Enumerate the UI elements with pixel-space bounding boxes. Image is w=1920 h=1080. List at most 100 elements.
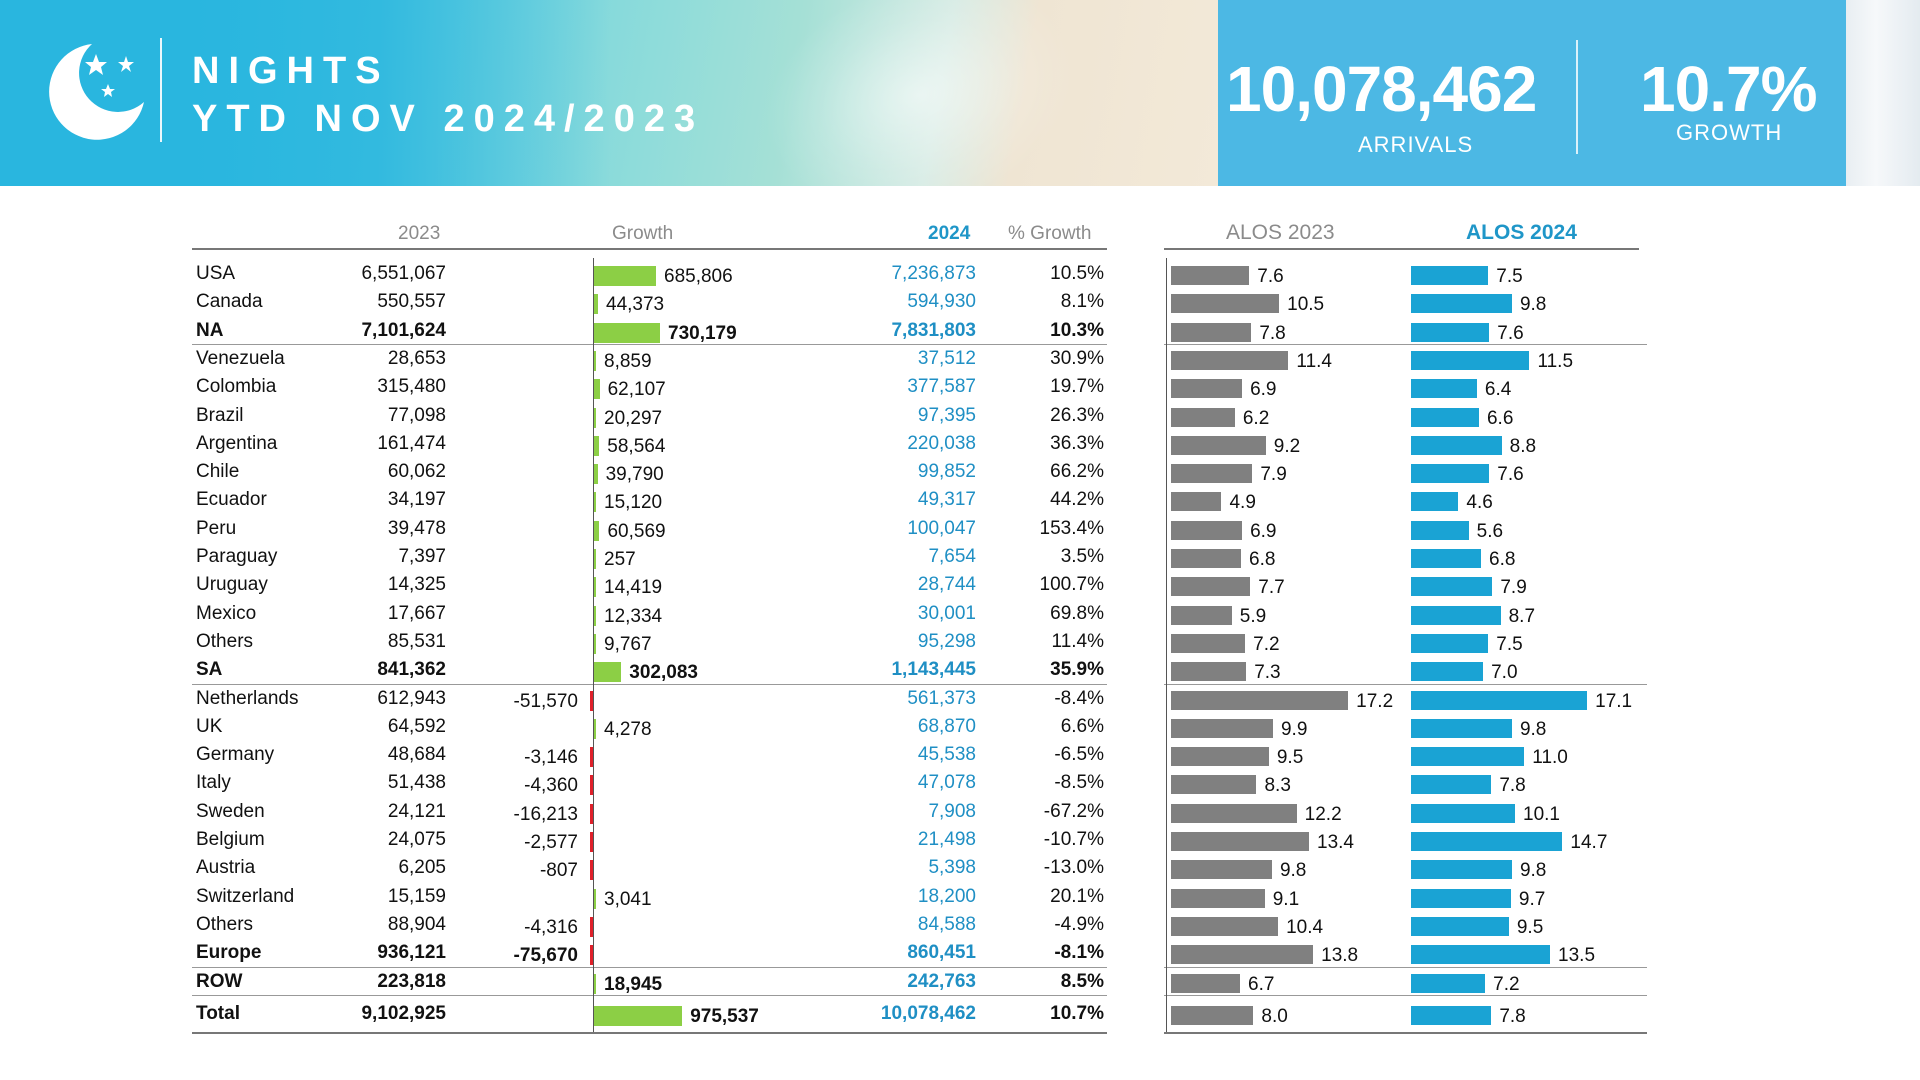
value-2024: 7,831,803: [891, 319, 976, 341]
alos-2024-bar: [1411, 803, 1516, 823]
alos-2024-value: 8.8: [1509, 435, 1537, 457]
pct-growth: 10.7%: [1050, 1002, 1104, 1024]
kpi-divider: [1576, 40, 1578, 154]
alos-2024-value: 10.1: [1523, 803, 1560, 825]
value-2023: 77,098: [387, 404, 446, 426]
value-2023: 15,159: [387, 885, 446, 907]
pct-growth: 6.6%: [1060, 715, 1104, 737]
alos-2024-value: 11.5: [1537, 350, 1574, 372]
section-rule: [1164, 343, 1647, 345]
alos-2024-bar: [1411, 1005, 1492, 1025]
growth-value: -16,213: [513, 803, 578, 825]
growth-bar-negative: [590, 690, 594, 711]
row-name: Austria: [196, 857, 256, 879]
growth-value: 60,569: [607, 520, 666, 542]
alos-2023-value: 12.2: [1304, 803, 1342, 825]
growth-value: 975,537: [690, 1005, 759, 1027]
value-2023: 39,478: [387, 517, 446, 539]
alos-2023-bar: [1171, 464, 1253, 484]
alos-2024-bar: [1411, 605, 1501, 625]
value-2023: 17,667: [387, 602, 446, 624]
alos-2023-value: 6.9: [1250, 379, 1277, 401]
row-name: Argentina: [196, 432, 278, 454]
pct-growth: 10.3%: [1050, 319, 1104, 341]
row-name: NA: [196, 319, 224, 341]
row-name: Germany: [196, 744, 275, 766]
alos-2024-value: 7.5: [1496, 266, 1523, 287]
kpi-panel: [1218, 0, 1846, 186]
alos-2024-value: 8.7: [1508, 605, 1536, 627]
header-growth: Growth: [612, 223, 674, 244]
alos-2023-value: 6.7: [1248, 973, 1275, 995]
value-2024: 594,930: [907, 291, 976, 313]
alos-2024-bar: [1411, 549, 1482, 568]
growth-value: 39,790: [605, 464, 664, 486]
alos-2024-value: 7.0: [1491, 662, 1518, 684]
value-2024: 47,078: [917, 772, 976, 794]
value-2023: 841,362: [377, 659, 446, 681]
header-2024: 2024: [928, 223, 971, 244]
growth-bar-negative: [590, 945, 594, 966]
alos-2024-bar: [1411, 435, 1502, 455]
growth-value: 685,806: [664, 266, 733, 287]
growth-value: 15,120: [604, 492, 663, 514]
bottom-rule-right: [1164, 1032, 1647, 1035]
alos-2024-value: 6.8: [1489, 549, 1516, 570]
value-2024: 49,317: [917, 489, 976, 511]
alos-2023-bar: [1171, 322, 1252, 342]
header-banner: NIGHTS YTD NOV 2024/2023 10,078,462 ARRI…: [0, 0, 1920, 186]
growth-bar: [594, 322, 660, 343]
pct-growth: 44.2%: [1050, 489, 1104, 511]
alos-2024-bar: [1411, 266, 1489, 285]
pct-growth: 69.8%: [1050, 602, 1104, 624]
pct-growth: -4.9%: [1054, 913, 1104, 935]
row-name: Brazil: [196, 404, 244, 426]
section-rule: [1164, 966, 1647, 968]
alos-2023-value: 13.8: [1321, 945, 1359, 967]
alos-2024-bar: [1411, 690, 1588, 710]
row-name: ROW: [196, 970, 243, 992]
pct-growth: 35.9%: [1050, 659, 1104, 681]
alos-2023-value: 7.6: [1257, 266, 1284, 287]
banner-left-panel: [0, 0, 190, 186]
growth-value: 62,107: [607, 379, 666, 401]
pct-growth: 100.7%: [1039, 574, 1104, 596]
row-name: Belgium: [196, 829, 265, 850]
bottom-rule-left: [192, 1032, 1107, 1035]
pct-growth: 8.1%: [1060, 291, 1104, 313]
pct-growth: -8.4%: [1054, 687, 1104, 709]
growth-value: 730,179: [668, 322, 737, 344]
alos-2024-value: 7.6: [1497, 464, 1524, 486]
row-name: Colombia: [196, 376, 277, 398]
value-2023: 9,102,925: [361, 1002, 446, 1024]
page-title: NIGHTS: [192, 50, 390, 92]
growth-bar: [594, 379, 600, 400]
growth-bar-negative: [590, 832, 594, 852]
growth-value: -4,316: [524, 916, 578, 938]
section-rule: [1164, 683, 1647, 685]
alos-2023-bar: [1171, 549, 1242, 568]
alos-2024-value: 9.5: [1516, 916, 1544, 938]
row-name: Uruguay: [196, 574, 268, 596]
alos-2024-bar: [1411, 718, 1512, 738]
alos-2023-bar: [1171, 860, 1272, 880]
alos-2023-bar: [1171, 266, 1250, 285]
row-name: Europe: [196, 942, 262, 964]
alos-2023-value: 7.2: [1253, 633, 1280, 655]
value-2023: 48,684: [387, 744, 446, 766]
value-2023: 315,480: [377, 376, 446, 398]
alos-2023-bar: [1171, 662, 1247, 682]
alos-2024-bar: [1411, 294, 1512, 314]
pct-growth: 20.1%: [1050, 885, 1104, 907]
growth-bar: [594, 888, 596, 909]
alos-2024-value: 5.6: [1476, 520, 1504, 542]
header-rule-right: [1164, 248, 1639, 250]
alos-2023-bar: [1171, 294, 1280, 314]
value-2023: 14,325: [387, 574, 446, 596]
alos-2024-value: 7.2: [1493, 973, 1520, 995]
alos-2023-value: 9.5: [1276, 747, 1304, 769]
row-name: Total: [196, 1002, 240, 1024]
alos-2023-bar: [1171, 605, 1232, 625]
growth-bar: [594, 350, 596, 371]
